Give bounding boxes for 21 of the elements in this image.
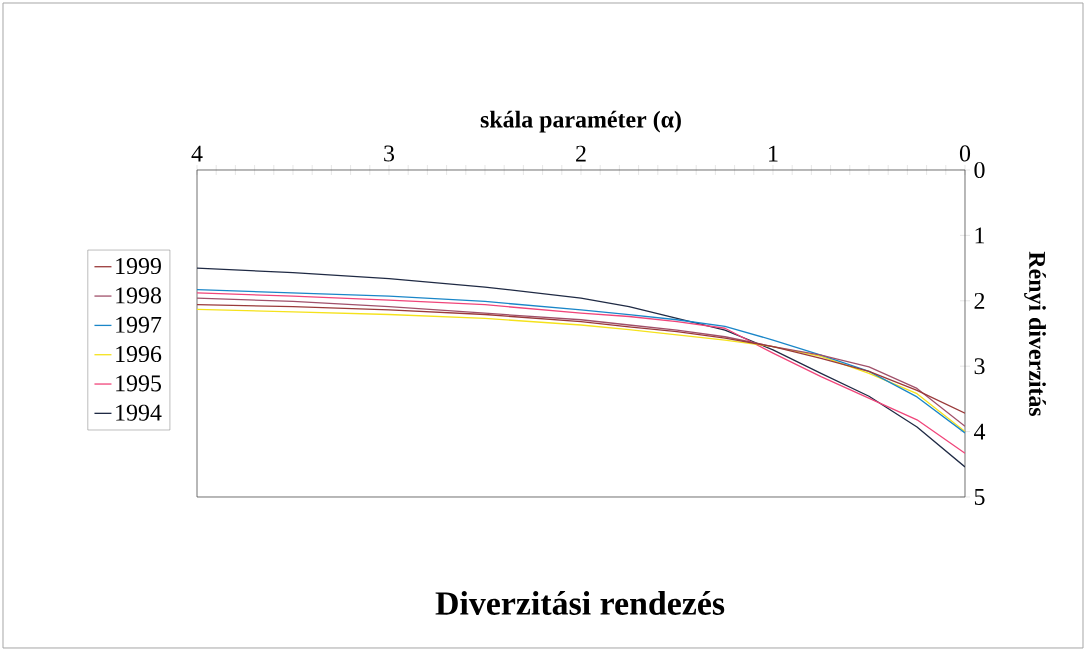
x-tick-label: 1 [769, 145, 778, 162]
y-tick-label: 2 [974, 292, 985, 309]
x-tick-label: 2 [576, 145, 586, 162]
x-axis-title: skála paraméter (α) [480, 110, 681, 133]
legend-label: 1995 [116, 375, 161, 392]
y-tick-label: 4 [973, 423, 986, 440]
legend-label: 1997 [116, 316, 162, 333]
legend-label: 1994 [116, 404, 162, 421]
legend-label: 1996 [116, 346, 162, 363]
y-tick-label: 5 [974, 489, 985, 505]
y-tick-label: 3 [974, 358, 985, 375]
x-tick-label: 4 [191, 145, 203, 162]
x-tick-label: 0 [959, 145, 971, 162]
legend-label: 1999 [116, 258, 161, 275]
legend-label: 1998 [116, 287, 162, 304]
y-axis-title: Rényi diverzitás [1024, 251, 1046, 417]
y-tick-label: 0 [974, 161, 985, 179]
y-tick-label: 1 [975, 227, 985, 244]
x-tick-label: 3 [384, 145, 395, 162]
text: Diverzitási rendezés [435, 591, 725, 615]
line-series [197, 304, 965, 414]
